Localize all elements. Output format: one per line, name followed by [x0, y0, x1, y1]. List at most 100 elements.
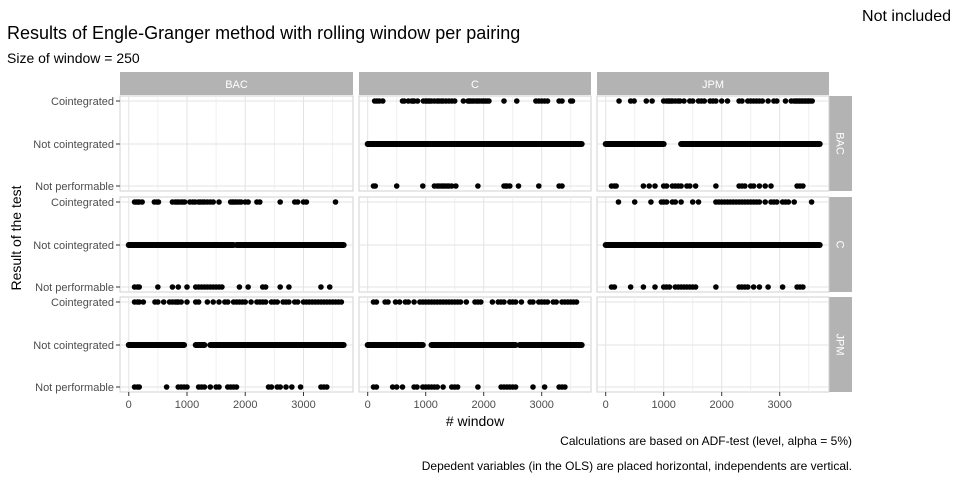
- data-point-not-performable: [663, 183, 670, 189]
- data-point-not-performable: [245, 284, 251, 290]
- data-point-not-performable: [692, 284, 699, 290]
- data-point-not-performable: [393, 183, 400, 189]
- data-point-not-performable: [678, 183, 684, 189]
- data-point-not-performable: [136, 284, 143, 290]
- y-tick-label: Cointegrated: [51, 96, 114, 108]
- data-point-not-performable: [372, 183, 379, 189]
- data-point-not-performable: [666, 284, 673, 290]
- data-point-cointegrated: [396, 299, 403, 305]
- data-point-cointegrated: [451, 98, 458, 104]
- data-point-cointegrated: [677, 98, 683, 104]
- data-point-not-performable: [414, 384, 420, 390]
- data-point-cointegrated: [155, 199, 162, 205]
- column-strip-label: C: [471, 79, 479, 91]
- data-point-not-performable: [762, 183, 768, 189]
- data-point-not-performable: [611, 284, 618, 290]
- data-point-cointegrated: [262, 299, 269, 305]
- data-point-not-performable: [184, 384, 190, 390]
- data-point-cointegrated: [489, 299, 496, 305]
- data-point-not-performable: [283, 384, 289, 390]
- data-point-cointegrated: [774, 199, 780, 205]
- data-point-cointegrated: [277, 199, 283, 205]
- data-point-not-performable: [323, 384, 330, 390]
- data-point-cointegrated: [210, 199, 216, 205]
- data-point-cointegrated: [178, 299, 184, 305]
- data-point-cointegrated: [210, 299, 216, 305]
- data-point-cointegrated: [224, 299, 231, 305]
- data-point-cointegrated: [689, 98, 696, 104]
- y-tick-label: Cointegrated: [51, 297, 114, 309]
- data-point-cointegrated: [332, 199, 339, 205]
- data-point-not-performable: [530, 384, 536, 390]
- data-point-cointegrated: [791, 199, 797, 205]
- data-point-not-performable: [155, 284, 161, 290]
- column-strip-jpm: [597, 72, 829, 95]
- y-tick-label: Cointegrated: [51, 197, 114, 209]
- data-point-cointegrated: [460, 98, 467, 104]
- data-point-cointegrated: [257, 199, 263, 205]
- data-point-cointegrated: [245, 199, 251, 205]
- x-tick-label: 1000: [651, 399, 675, 411]
- data-point-cointegrated: [713, 98, 719, 104]
- data-point-not-performable: [756, 284, 763, 290]
- data-point-not-performable: [233, 384, 240, 390]
- y-tick-label: Not cointegrated: [33, 340, 114, 352]
- data-point-cointegrated: [294, 299, 301, 305]
- data-point-not-performable: [136, 384, 143, 390]
- data-point-cointegrated: [294, 199, 301, 205]
- data-point-cointegrated: [155, 299, 161, 305]
- data-point-not-performable: [326, 284, 333, 290]
- column-strip-label: BAC: [225, 79, 248, 91]
- column-strip-bac: [120, 72, 353, 95]
- data-point-cointegrated: [544, 299, 551, 305]
- row-strip-label: JPM: [834, 334, 846, 356]
- data-point-cointegrated: [248, 299, 254, 305]
- data-point-not-performable: [175, 284, 182, 290]
- data-point-cointegrated: [809, 98, 815, 104]
- data-point-cointegrated: [379, 98, 386, 104]
- data-point-not-performable: [750, 183, 757, 189]
- data-point-not-performable: [515, 183, 522, 189]
- data-point-not-performable: [559, 183, 565, 189]
- data-point-cointegrated: [195, 299, 202, 305]
- data-point-not-performable: [800, 183, 806, 189]
- data-point-not-performable: [393, 384, 400, 390]
- data-point-cointegrated: [718, 98, 725, 104]
- data-point-cointegrated: [695, 199, 702, 205]
- corner-note: Not included: [862, 8, 951, 25]
- data-point-cointegrated: [701, 98, 708, 104]
- data-point-not-performable: [507, 183, 513, 189]
- data-point-cointegrated: [518, 299, 525, 305]
- chart-subtitle: Size of window = 250: [7, 50, 140, 66]
- data-point-not-performable: [541, 384, 548, 390]
- data-point-not-performable: [745, 284, 751, 290]
- data-point-cointegrated: [501, 98, 507, 104]
- data-point-cointegrated: [512, 299, 519, 305]
- data-point-cointegrated: [139, 199, 145, 205]
- data-point-cointegrated: [544, 98, 551, 104]
- data-point-cointegrated: [724, 98, 731, 104]
- data-point-not-performable: [562, 384, 568, 390]
- data-point-cointegrated: [648, 199, 654, 205]
- data-point-cointegrated: [274, 299, 281, 305]
- data-point-cointegrated: [181, 199, 188, 205]
- data-point-not-performable: [742, 183, 748, 189]
- row-strip-label: C: [834, 241, 846, 249]
- data-point-cointegrated: [553, 299, 559, 305]
- data-point-not-performable: [297, 384, 304, 390]
- data-point-cointegrated: [385, 299, 391, 305]
- data-point-not-performable: [512, 384, 519, 390]
- data-point-cointegrated: [689, 199, 696, 205]
- x-tick-label: 0: [126, 399, 132, 411]
- data-point-cointegrated: [756, 199, 763, 205]
- caption-ols: Depedent variables (in the OLS) are plac…: [421, 459, 852, 473]
- data-point-cointegrated: [513, 98, 520, 104]
- data-point-cointegrated: [739, 98, 745, 104]
- data-point-cointegrated: [373, 299, 380, 305]
- data-point-not-performable: [627, 284, 634, 290]
- x-tick-label: 2000: [233, 399, 257, 411]
- data-point-not-performable: [277, 284, 283, 290]
- column-strip-label: JPM: [702, 79, 724, 91]
- row-strip-jpm: [829, 297, 852, 392]
- x-tick-label: 3000: [529, 399, 553, 411]
